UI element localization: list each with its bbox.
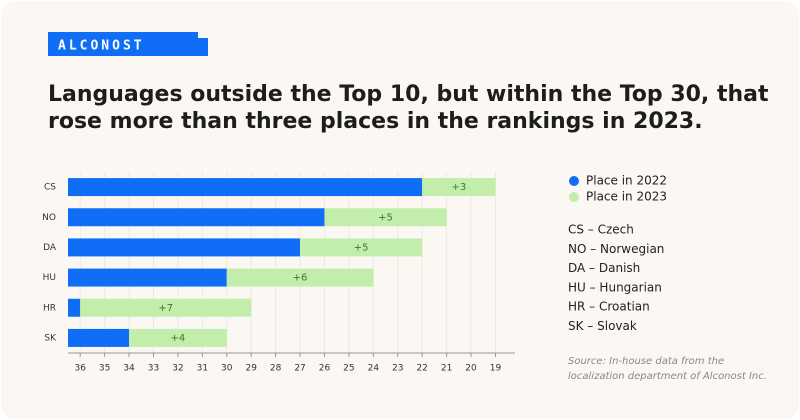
bar-2023 (300, 238, 423, 257)
y-tick-label: HU (43, 273, 56, 283)
bar-2022 (68, 328, 130, 347)
key-entry: NO – Norwegian (568, 242, 664, 256)
source-note: localization department of Alconost Inc. (568, 371, 767, 382)
x-tick-label: 21 (441, 364, 452, 374)
change-label: +4 (171, 333, 186, 344)
key-entry: DA – Danish (568, 261, 640, 275)
x-tick-label: 26 (319, 364, 331, 374)
bar-2023 (129, 328, 227, 347)
x-tick-label: 36 (74, 364, 86, 374)
logo-box (48, 32, 208, 56)
x-tick-label: 20 (465, 364, 477, 374)
change-label: +3 (451, 182, 466, 193)
bar-2023 (422, 178, 496, 197)
x-tick-label: 34 (123, 364, 135, 374)
legend-label: Place in 2023 (586, 190, 667, 204)
y-tick-label: HR (43, 303, 56, 313)
x-tick-label: 31 (197, 364, 208, 374)
bar-2022 (68, 298, 81, 317)
source-note: Source: In-house data from the (568, 356, 724, 367)
chart-title: rose more than three places in the ranki… (48, 109, 703, 134)
x-tick-label: 23 (392, 364, 403, 374)
chart-title: Languages outside the Top 10, but within… (48, 82, 769, 107)
change-label: +6 (293, 273, 308, 284)
y-tick-label: NO (42, 213, 56, 223)
change-label: +7 (158, 303, 173, 314)
y-tick-label: SK (44, 333, 57, 343)
x-tick-label: 27 (294, 364, 305, 374)
legend-marker (569, 192, 579, 202)
bar-2022 (68, 238, 301, 257)
change-label: +5 (378, 212, 393, 223)
bar-2023 (80, 298, 252, 317)
y-tick-label: DA (43, 243, 57, 253)
bar-2023 (226, 268, 374, 287)
bar-2023 (324, 208, 447, 227)
legend-marker (569, 176, 579, 186)
x-tick-label: 28 (270, 364, 282, 374)
key-entry: HU – Hungarian (568, 280, 662, 294)
logo: ALCONOST (58, 39, 145, 54)
x-tick-label: 19 (490, 364, 502, 374)
key-entry: SK – Slovak (568, 319, 637, 333)
x-tick-label: 32 (172, 364, 183, 374)
x-tick-label: 25 (343, 364, 354, 374)
x-tick-label: 35 (99, 364, 110, 374)
x-tick-label: 24 (368, 364, 380, 374)
change-label: +5 (354, 242, 369, 253)
x-tick-label: 30 (221, 364, 233, 374)
key-entry: HR – Croatian (568, 300, 650, 314)
x-tick-label: 22 (416, 364, 427, 374)
key-entry: CS – Czech (568, 223, 634, 237)
bar-2022 (68, 268, 227, 287)
x-tick-label: 33 (148, 364, 159, 374)
bar-2022 (68, 178, 423, 197)
y-tick-label: CS (44, 183, 56, 193)
legend-label: Place in 2022 (586, 174, 667, 188)
x-tick-label: 29 (245, 364, 257, 374)
bar-2022 (68, 208, 325, 227)
